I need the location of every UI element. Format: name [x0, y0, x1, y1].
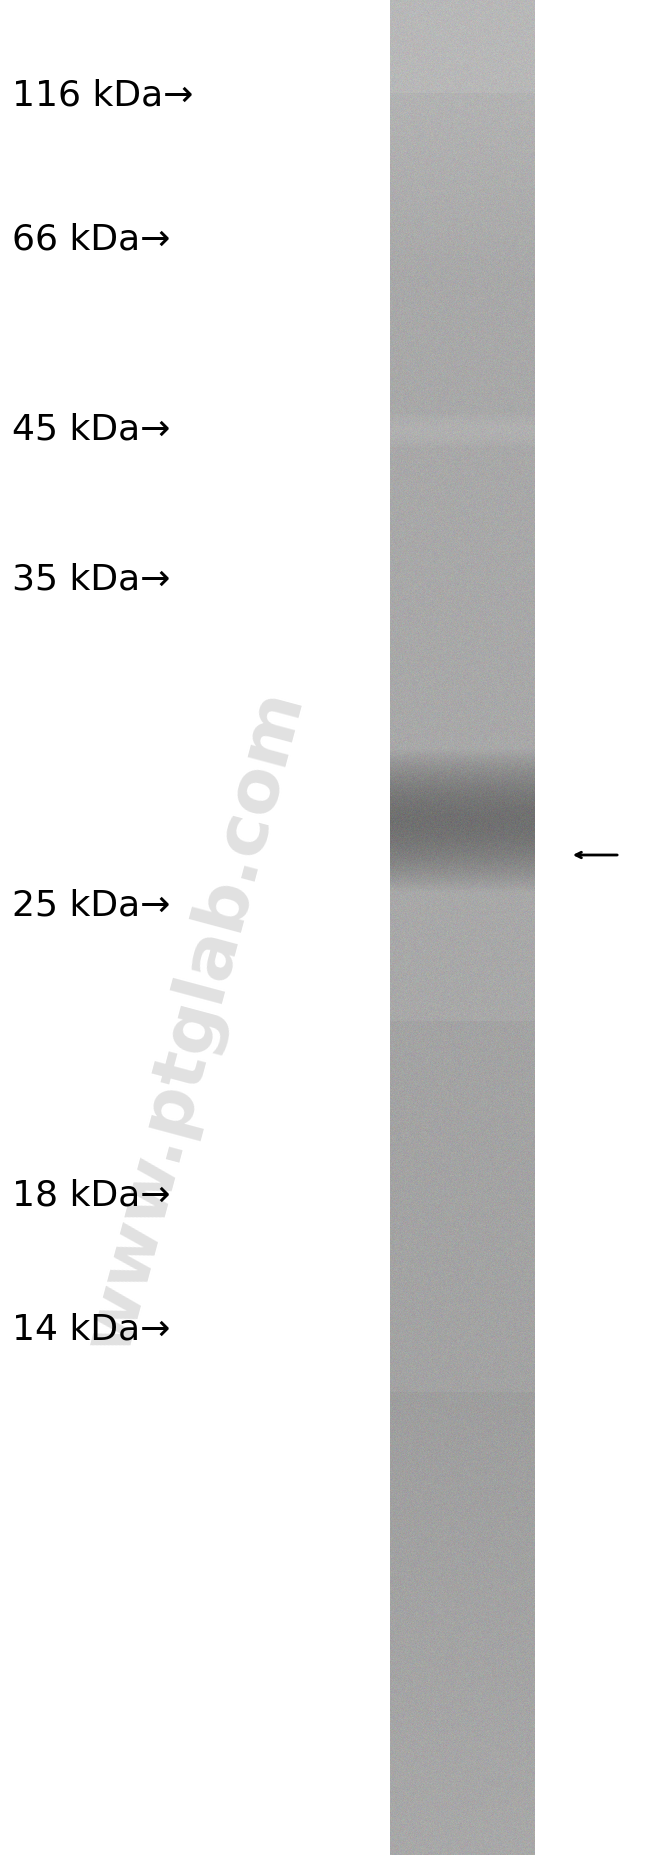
Text: 45 kDa→: 45 kDa→: [12, 414, 170, 447]
Text: 116 kDa→: 116 kDa→: [12, 78, 194, 111]
Text: 66 kDa→: 66 kDa→: [12, 223, 170, 258]
Text: 14 kDa→: 14 kDa→: [12, 1313, 170, 1347]
Text: www.ptglab.com: www.ptglab.com: [73, 683, 317, 1358]
Text: 25 kDa→: 25 kDa→: [12, 889, 170, 922]
Text: 18 kDa→: 18 kDa→: [12, 1178, 170, 1211]
Text: 35 kDa→: 35 kDa→: [12, 564, 170, 597]
